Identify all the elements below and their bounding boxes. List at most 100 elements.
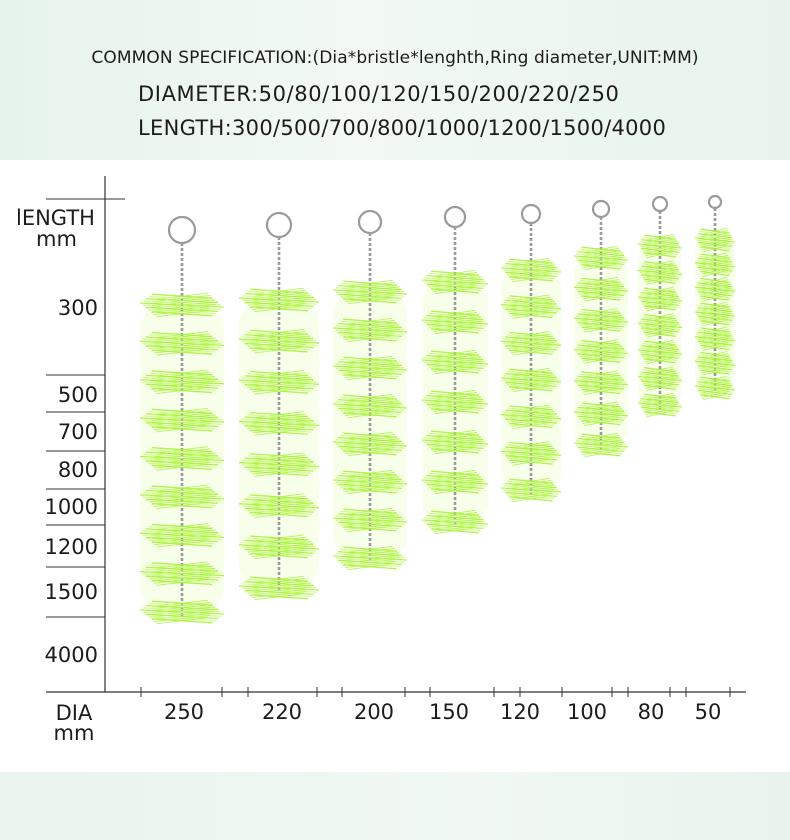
bristle bbox=[342, 474, 398, 482]
bristle bbox=[434, 287, 476, 295]
bristle-tuft bbox=[573, 370, 629, 395]
bristle bbox=[700, 306, 730, 314]
bristle bbox=[642, 324, 678, 332]
bristle bbox=[643, 405, 677, 413]
bristle bbox=[426, 438, 484, 446]
bristle bbox=[582, 341, 620, 349]
bristle bbox=[509, 335, 553, 343]
bristle bbox=[254, 387, 304, 395]
bristle bbox=[702, 301, 728, 309]
bristle bbox=[701, 366, 729, 374]
bristle bbox=[252, 372, 306, 380]
bristle bbox=[247, 504, 311, 512]
bristle bbox=[338, 326, 402, 334]
bristle bbox=[347, 525, 393, 533]
bristle bbox=[641, 295, 679, 303]
bristle bbox=[701, 377, 729, 385]
bristle bbox=[156, 599, 208, 607]
bristle bbox=[244, 419, 314, 427]
bristle bbox=[509, 454, 553, 462]
bristle bbox=[643, 379, 677, 387]
bristle bbox=[342, 512, 398, 520]
bristle bbox=[252, 454, 306, 462]
bristle bbox=[579, 283, 623, 291]
bristle bbox=[577, 410, 625, 418]
y-axis-title-line2: mm bbox=[36, 227, 77, 251]
bristle bbox=[252, 549, 306, 557]
bristle bbox=[642, 266, 678, 274]
bristle bbox=[509, 344, 553, 352]
bristle bbox=[156, 484, 208, 492]
bristle bbox=[584, 419, 618, 427]
bristle bbox=[342, 322, 398, 330]
bristle bbox=[428, 396, 482, 404]
bristle bbox=[153, 563, 211, 571]
bristle-tuft bbox=[421, 349, 489, 375]
bristle bbox=[428, 280, 482, 288]
bristle bbox=[582, 416, 620, 424]
bristle bbox=[505, 303, 557, 311]
bristle bbox=[581, 312, 621, 320]
bristle bbox=[249, 547, 309, 555]
bristle bbox=[702, 294, 728, 302]
bristle bbox=[512, 294, 550, 302]
bristle bbox=[146, 378, 218, 386]
bristle bbox=[151, 335, 213, 343]
bristle bbox=[342, 444, 398, 452]
bristle bbox=[156, 292, 208, 300]
bristle bbox=[645, 341, 675, 349]
bristle-tuft bbox=[332, 279, 408, 305]
bristle bbox=[252, 413, 306, 421]
bristle bbox=[584, 356, 618, 364]
bristle bbox=[252, 344, 306, 352]
bristle bbox=[577, 254, 625, 262]
bristle bbox=[254, 511, 304, 519]
bristle bbox=[641, 269, 679, 276]
bristle bbox=[151, 488, 213, 496]
bristle bbox=[249, 333, 309, 341]
bristle bbox=[642, 271, 678, 279]
bristle bbox=[249, 465, 309, 473]
bristle bbox=[151, 344, 213, 352]
bristle-tuft bbox=[421, 269, 489, 295]
bristle bbox=[642, 377, 678, 385]
bristle bbox=[249, 383, 309, 391]
bristle bbox=[509, 372, 553, 380]
y-axis-title: lENGTH mm bbox=[16, 208, 95, 250]
bristle bbox=[642, 319, 678, 327]
bristle bbox=[582, 261, 620, 269]
bristle bbox=[579, 314, 623, 322]
bristle bbox=[701, 229, 729, 237]
bristle bbox=[156, 463, 208, 471]
bristle bbox=[643, 397, 677, 405]
bristle bbox=[643, 264, 677, 272]
bristle bbox=[584, 308, 618, 316]
bristle bbox=[340, 480, 400, 488]
bristle bbox=[146, 339, 218, 347]
bristle bbox=[430, 282, 480, 290]
bristle bbox=[507, 374, 555, 382]
bristle-tuft bbox=[332, 469, 408, 495]
bristle bbox=[697, 261, 733, 269]
diameter-label: 120 bbox=[499, 700, 541, 724]
bristle bbox=[340, 400, 400, 408]
bristle bbox=[428, 516, 482, 524]
length-label: 1200 bbox=[44, 535, 98, 559]
bristle bbox=[254, 287, 304, 295]
bristle bbox=[249, 497, 309, 505]
bristle bbox=[430, 514, 480, 522]
bristle bbox=[434, 447, 476, 455]
bristle bbox=[581, 258, 621, 266]
bristle bbox=[702, 277, 728, 285]
bristle bbox=[153, 499, 211, 507]
bristle bbox=[347, 355, 393, 363]
bristle bbox=[581, 343, 621, 351]
bristle-tuft bbox=[139, 484, 225, 510]
bristle bbox=[434, 407, 476, 415]
bristle bbox=[247, 545, 311, 553]
bristle bbox=[340, 476, 400, 484]
bristle bbox=[151, 382, 213, 390]
bristle bbox=[702, 351, 728, 359]
bristle bbox=[252, 508, 306, 516]
bristle bbox=[584, 401, 618, 409]
